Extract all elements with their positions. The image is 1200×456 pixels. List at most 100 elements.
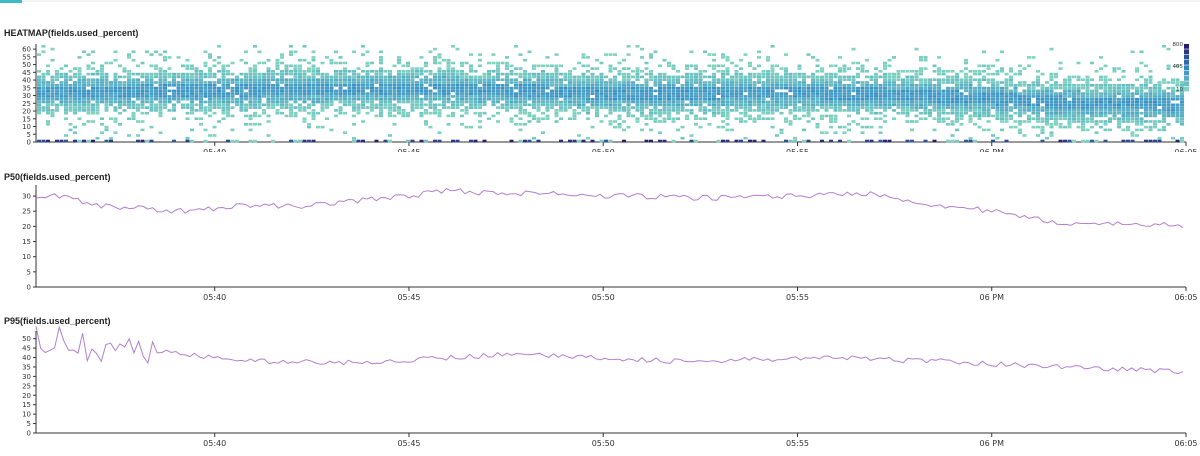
heatmap-cell — [352, 100, 356, 104]
heatmap-cell — [635, 78, 640, 81]
heatmap-cell — [455, 106, 460, 109]
heatmap-cell — [1180, 117, 1184, 120]
heatmap-cell — [370, 95, 374, 98]
heatmap-cell — [248, 78, 253, 81]
heatmap-cell — [671, 97, 676, 101]
y-tick-label: 0 — [27, 139, 31, 147]
heatmap-cell — [1094, 123, 1099, 126]
y-tick-label: 25 — [22, 208, 31, 216]
heatmap-cell — [725, 81, 730, 84]
heatmap-cell — [586, 109, 590, 112]
heatmap-cell — [446, 64, 451, 68]
heatmap-cell — [379, 50, 383, 54]
heatmap-cell — [802, 95, 806, 98]
heatmap-cell — [437, 72, 442, 76]
heatmap-cell — [379, 61, 383, 65]
heatmap-cell — [289, 139, 293, 143]
heatmap-cell — [523, 70, 527, 73]
heatmap-cell — [770, 92, 775, 95]
heatmap-cell — [541, 92, 545, 95]
heatmap-cell — [307, 95, 311, 98]
heatmap-cell — [217, 106, 221, 109]
heatmap-cell — [577, 89, 581, 93]
heatmap-cell — [514, 106, 518, 109]
heatmap-cell — [176, 97, 181, 101]
heatmap-cell — [595, 67, 599, 70]
heatmap-cell — [829, 81, 833, 84]
heatmap-cell — [1063, 106, 1067, 109]
heatmap-cell — [721, 86, 725, 90]
heatmap-cell — [604, 75, 608, 79]
heatmap-cell — [77, 100, 82, 104]
heatmap-cell — [410, 106, 415, 109]
heatmap-cell — [955, 75, 959, 79]
heatmap-cell — [1139, 103, 1144, 107]
heatmap-cell — [793, 106, 797, 109]
heatmap-cell — [203, 72, 208, 76]
heatmap-cell — [694, 95, 698, 98]
heatmap-cell — [1103, 86, 1108, 90]
heatmap-cell — [860, 100, 865, 104]
heatmap-cell — [302, 109, 307, 112]
heatmap-cell — [941, 100, 946, 104]
heatmap-cell — [833, 97, 838, 101]
heatmap-cell — [811, 86, 815, 90]
heatmap-cell — [464, 72, 469, 76]
heatmap-cell — [995, 86, 1000, 90]
heatmap-cell — [181, 103, 185, 107]
heatmap-cell — [91, 81, 95, 84]
heatmap-cell — [370, 78, 374, 81]
heatmap-cell — [617, 100, 622, 104]
heatmap-cell — [446, 81, 451, 84]
heatmap-cell — [977, 109, 982, 112]
heatmap-cell — [1081, 92, 1085, 95]
heatmap-cell — [1135, 123, 1139, 126]
heatmap-cell — [1094, 120, 1099, 123]
heatmap-cell — [703, 81, 707, 84]
heatmap-cell — [577, 106, 581, 109]
heatmap-cell — [275, 97, 280, 101]
heatmap-cell — [842, 100, 847, 104]
heatmap-cell — [1049, 95, 1054, 98]
heatmap-cell — [397, 61, 401, 65]
heatmap-cell — [869, 109, 874, 112]
heatmap-cell — [1000, 114, 1004, 118]
heatmap-cell — [698, 75, 703, 79]
heatmap-cell — [401, 81, 406, 84]
heatmap-cell — [928, 95, 932, 98]
heatmap-cell — [131, 92, 136, 95]
heatmap-cell — [86, 64, 91, 68]
heatmap-cell — [883, 72, 887, 76]
heatmap-cell — [293, 81, 298, 84]
heatmap-cell — [797, 89, 802, 93]
heatmap-cell — [1090, 78, 1094, 81]
heatmap-cell — [185, 139, 190, 143]
heatmap-cell — [397, 106, 401, 109]
heatmap-cell — [136, 81, 140, 84]
heatmap-cell — [1013, 86, 1018, 90]
heatmap-cell — [622, 109, 626, 112]
heatmap-cell — [523, 100, 527, 104]
heatmap-cell — [865, 117, 869, 120]
heatmap-cell — [793, 103, 797, 107]
heatmap-cell — [154, 86, 158, 90]
heatmap-cell — [820, 84, 824, 87]
heatmap-cell — [95, 78, 100, 81]
heatmap-cell — [131, 72, 136, 76]
heatmap-cell — [667, 75, 671, 79]
heatmap-cell — [865, 75, 869, 79]
heatmap-cell — [635, 117, 640, 120]
heatmap-cell — [451, 78, 455, 81]
heatmap-cell — [559, 95, 563, 98]
heatmap-cell — [95, 92, 100, 95]
heatmap-cell — [365, 100, 370, 104]
heatmap-cell — [1081, 128, 1085, 132]
heatmap-cell — [311, 92, 316, 95]
heatmap-cell — [185, 95, 190, 98]
heatmap-cell — [964, 67, 968, 70]
heatmap-cell — [527, 89, 532, 93]
heatmap-cell — [253, 78, 257, 81]
heatmap-cell — [244, 81, 248, 84]
heatmap-cell — [428, 111, 433, 115]
heatmap-cell — [428, 50, 433, 54]
